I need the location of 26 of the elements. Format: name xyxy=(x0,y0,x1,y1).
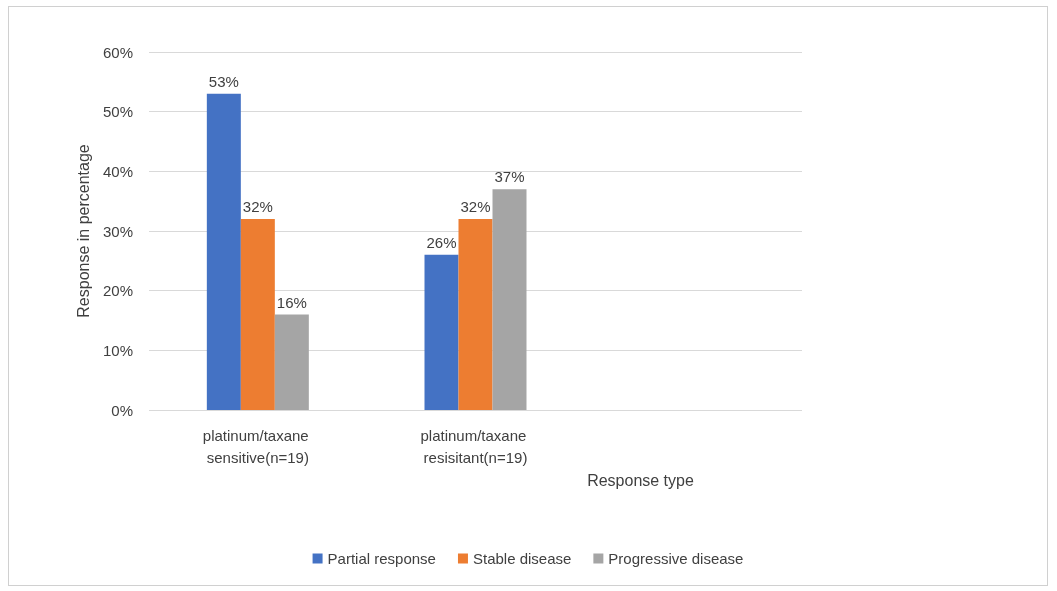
y-axis-title: Response in percentage xyxy=(74,144,92,318)
data-label: 16% xyxy=(276,293,307,311)
x-tick-label: platinum/taxane resisitant(n=19) xyxy=(420,426,531,466)
legend-label: Partial response xyxy=(327,550,436,567)
bar xyxy=(458,219,493,410)
y-tick-label: 40% xyxy=(102,162,133,180)
bar xyxy=(424,254,459,410)
data-label: 26% xyxy=(426,233,457,251)
y-tick-label: 10% xyxy=(102,341,133,359)
data-label: 53% xyxy=(208,72,239,90)
legend-label: Stable disease xyxy=(472,550,572,567)
x-axis-title: Response type xyxy=(587,472,694,490)
bar xyxy=(206,93,241,410)
y-tick-label: 20% xyxy=(102,282,133,300)
data-label: 32% xyxy=(460,198,491,216)
y-tick-label: 50% xyxy=(102,103,133,121)
legend-label: Progressive disease xyxy=(608,550,744,567)
y-tick-label: 30% xyxy=(102,222,133,240)
data-label: 37% xyxy=(494,168,525,186)
bar xyxy=(492,189,527,410)
y-tick-label: 0% xyxy=(111,401,133,419)
y-tick-label: 60% xyxy=(102,43,133,61)
data-label: 32% xyxy=(242,198,273,216)
bar xyxy=(274,314,309,410)
bar xyxy=(240,219,275,410)
x-tick-label: platinum/taxane sensitive(n=19) xyxy=(202,426,313,466)
